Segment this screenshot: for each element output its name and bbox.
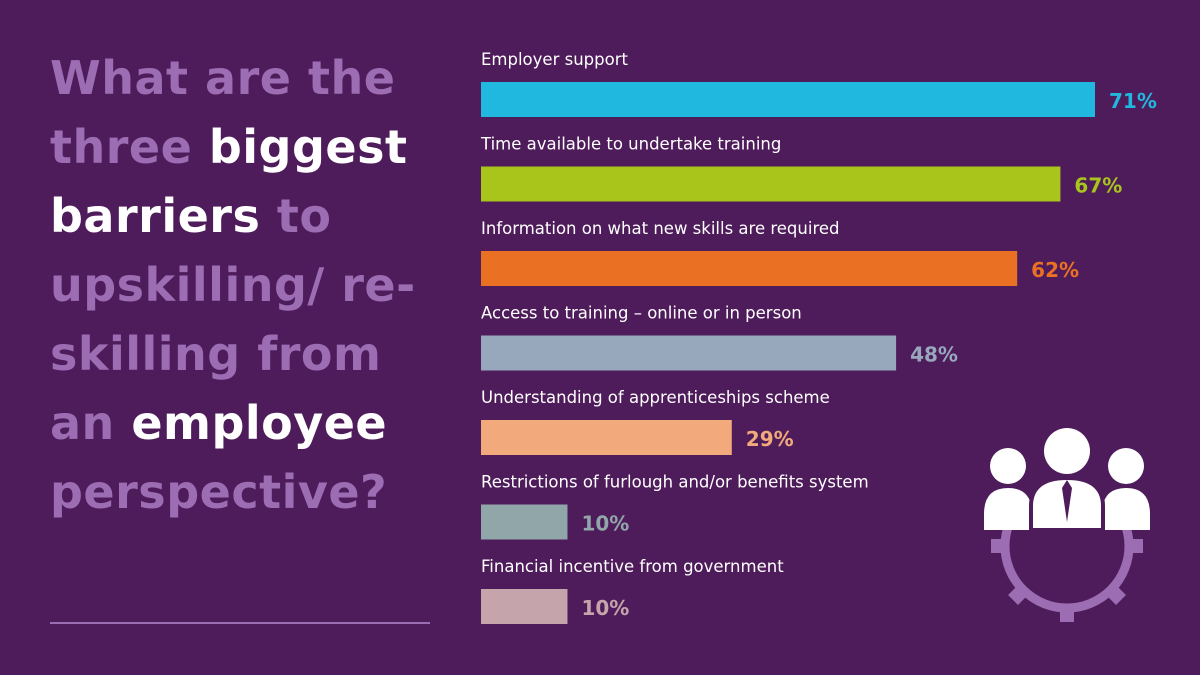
divider (50, 622, 430, 624)
bar (481, 251, 1018, 286)
people (984, 428, 1150, 532)
bar (481, 589, 568, 624)
value-label: 62% (1031, 258, 1079, 282)
headline-text: to upskilling/ re-skilling from an (50, 189, 416, 450)
value-label: 10% (581, 512, 629, 536)
bar (481, 420, 732, 455)
category-label: Access to training – online or in person (481, 304, 802, 323)
headline-text: perspective? (50, 465, 388, 519)
value-label: 67% (1074, 174, 1122, 198)
value-label: 48% (910, 343, 958, 367)
value-label: 29% (746, 427, 794, 451)
headline-emphasis: employee (131, 396, 388, 450)
category-label: Employer support (481, 50, 628, 69)
bar (481, 82, 1095, 117)
bar (481, 504, 568, 540)
category-label: Restrictions of furlough and/or benefits… (481, 473, 869, 492)
category-label: Financial incentive from government (481, 557, 784, 576)
category-label: Understanding of apprenticeships scheme (481, 388, 830, 407)
team-gear-icon (984, 428, 1150, 622)
headline-emphasis: biggest barriers (50, 120, 408, 243)
headline-text: What are the three (50, 51, 396, 174)
category-label: Time available to undertake training (480, 135, 781, 154)
bar (481, 335, 897, 371)
value-label: 10% (581, 596, 629, 620)
value-label: 71% (1109, 89, 1157, 113)
category-label: Information on what new skills are requi… (481, 219, 840, 238)
bar (481, 166, 1061, 202)
headline: What are the three biggest barriers to u… (50, 44, 450, 527)
